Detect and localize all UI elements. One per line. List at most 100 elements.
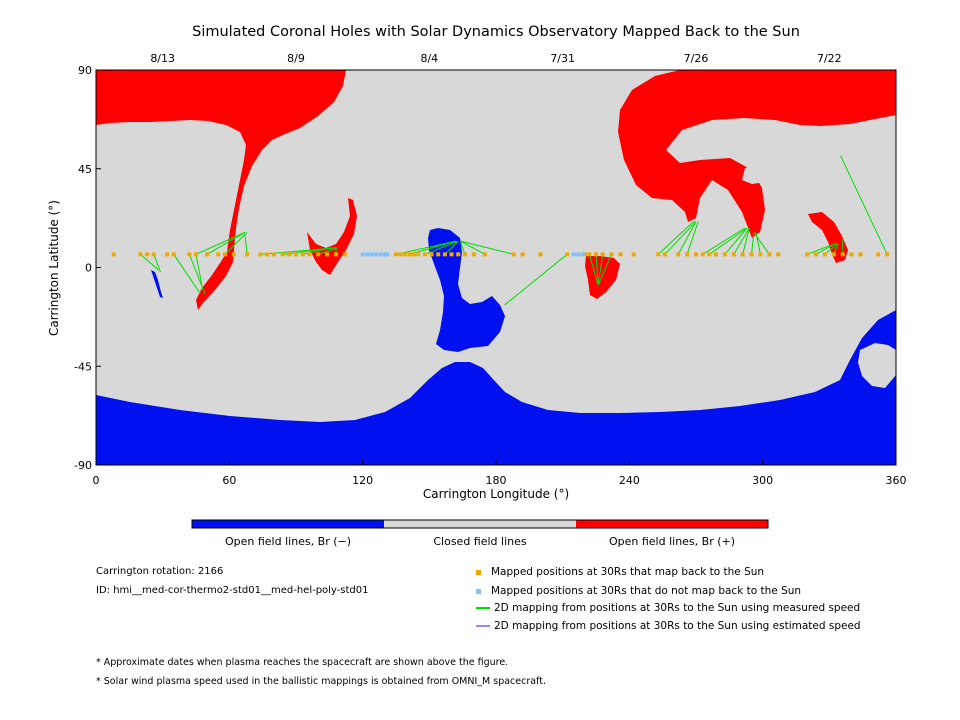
measured-line-24 — [597, 254, 604, 286]
mapped-point-62 — [749, 252, 754, 257]
mapped-point-71 — [849, 252, 854, 257]
x-tick-label-5: 300 — [752, 474, 773, 487]
measured-line-25 — [597, 254, 613, 286]
y-tick-label-1: 45 — [78, 163, 92, 176]
mapped-point-50 — [631, 252, 636, 257]
measured-line-5 — [195, 231, 246, 255]
mapped-point-44 — [582, 252, 587, 257]
mapped-point-7 — [194, 252, 198, 257]
mapped-point-33 — [436, 252, 441, 257]
unmapped-point-8 — [576, 252, 581, 257]
legend-estimated-symbol — [476, 625, 490, 627]
measured-line-1 — [153, 254, 161, 273]
top-date-label-1: 8/9 — [287, 52, 305, 65]
y-tick-label-4: -90 — [74, 459, 92, 472]
mapped-point-31 — [422, 252, 427, 257]
plot-area — [95, 69, 897, 466]
mapped-point-48 — [609, 252, 614, 257]
mapped-point-14 — [265, 252, 270, 257]
mapped-point-35 — [449, 252, 454, 257]
top-date-label-4: 7/26 — [684, 52, 709, 65]
y-axis: 90 45 0 -45 -90 — [74, 64, 101, 472]
south-polar-hole — [96, 310, 896, 465]
top-date-label-3: 7/31 — [550, 52, 575, 65]
mapped-point-26 — [398, 252, 403, 257]
y-tick-label-0: 90 — [78, 64, 92, 77]
mapped-point-11 — [231, 252, 236, 257]
measured-line-23 — [595, 254, 599, 286]
mapped-point-5 — [171, 252, 176, 257]
measured-line-7 — [224, 232, 248, 255]
mapped-point-47 — [600, 252, 605, 257]
measured-line-30 — [702, 227, 746, 255]
measured-line-29 — [686, 221, 699, 255]
y-tick-label-2: 0 — [85, 262, 92, 275]
colorbar-label-0: Open field lines, Br (−) — [225, 535, 351, 548]
measured-line-21 — [504, 253, 568, 306]
mapped-point-40 — [511, 252, 516, 257]
x-tick-label-1: 60 — [222, 474, 236, 487]
y-axis-label: Carrington Latitude (°) — [47, 200, 61, 336]
mapped-point-67 — [814, 252, 818, 257]
colorbar-label-1: Closed field lines — [433, 535, 527, 548]
measured-line-31 — [709, 227, 748, 255]
legend-estimated: 2D mapping from positions at 30Rs to the… — [476, 620, 861, 632]
mapped-point-49 — [618, 252, 623, 257]
colorbar-segment-2 — [576, 520, 768, 528]
mapped-point-37 — [462, 252, 467, 257]
mapped-point-1 — [138, 252, 143, 257]
mapped-point-51 — [656, 252, 661, 257]
mapped-point-32 — [429, 252, 434, 257]
mapped-point-64 — [767, 252, 772, 257]
mapped-point-6 — [187, 252, 192, 257]
measured-line-16 — [424, 240, 459, 255]
positive-coronal-holes — [96, 70, 896, 310]
measured-line-6 — [206, 231, 246, 255]
mapped-point-27 — [402, 252, 407, 257]
x-tick-label-4: 240 — [619, 474, 640, 487]
mapped-point-68 — [822, 252, 827, 257]
mapped-point-16 — [280, 252, 285, 257]
unmapped-point-1 — [365, 252, 370, 257]
measured-line-39 — [815, 242, 837, 255]
legend-unmapped-symbol — [476, 588, 481, 594]
mapped-point-52 — [662, 252, 667, 257]
mapped-point-8 — [205, 252, 210, 257]
mapped-point-45 — [587, 252, 592, 257]
colorbar-segment-0 — [192, 520, 384, 528]
mapped-point-12 — [245, 252, 250, 257]
legend-unmapped-label: Mapped positions at 30Rs that do not map… — [491, 585, 802, 597]
unmapped-point-2 — [369, 252, 374, 257]
mapped-point-60 — [731, 252, 736, 257]
measured-line-40 — [824, 242, 839, 255]
mapped-point-43 — [565, 252, 570, 257]
polar-hole-island-gap-1 — [742, 165, 774, 184]
equatorial-hole-lon160 — [428, 228, 505, 352]
mapped-point-2 — [145, 252, 150, 257]
mapped-point-73 — [876, 252, 881, 257]
y-tick-label-3: -45 — [74, 360, 92, 373]
measured-line-33 — [733, 227, 750, 255]
measured-speed-lines — [140, 155, 888, 306]
mapped-point-66 — [805, 252, 810, 257]
legend-mapped: Mapped positions at 30Rs that map back t… — [476, 566, 764, 578]
unmapped-point-7 — [571, 252, 576, 257]
measured-line-27 — [664, 221, 697, 255]
mapped-point-15 — [271, 252, 276, 257]
mapped-point-42 — [538, 252, 543, 257]
legend-estimated-label: 2D mapping from positions at 30Rs to the… — [494, 620, 861, 632]
colorbar: Open field lines, Br (−) Closed field lin… — [191, 519, 769, 548]
mapped-point-13 — [258, 252, 263, 257]
north-polar-hole-east — [618, 70, 896, 238]
mapped-point-36 — [456, 252, 461, 257]
south-polar-hole-gap — [858, 343, 896, 388]
mapped-point-61 — [740, 252, 745, 257]
mapped-point-29 — [411, 252, 416, 257]
colorbar-segment-1 — [384, 520, 576, 528]
mapped-point-17 — [287, 252, 292, 257]
top-date-label-0: 8/13 — [150, 52, 175, 65]
x-tick-label-6: 360 — [886, 474, 907, 487]
top-date-label-2: 8/4 — [420, 52, 438, 65]
mapped-point-59 — [722, 252, 727, 257]
mapped-point-4 — [165, 252, 170, 257]
